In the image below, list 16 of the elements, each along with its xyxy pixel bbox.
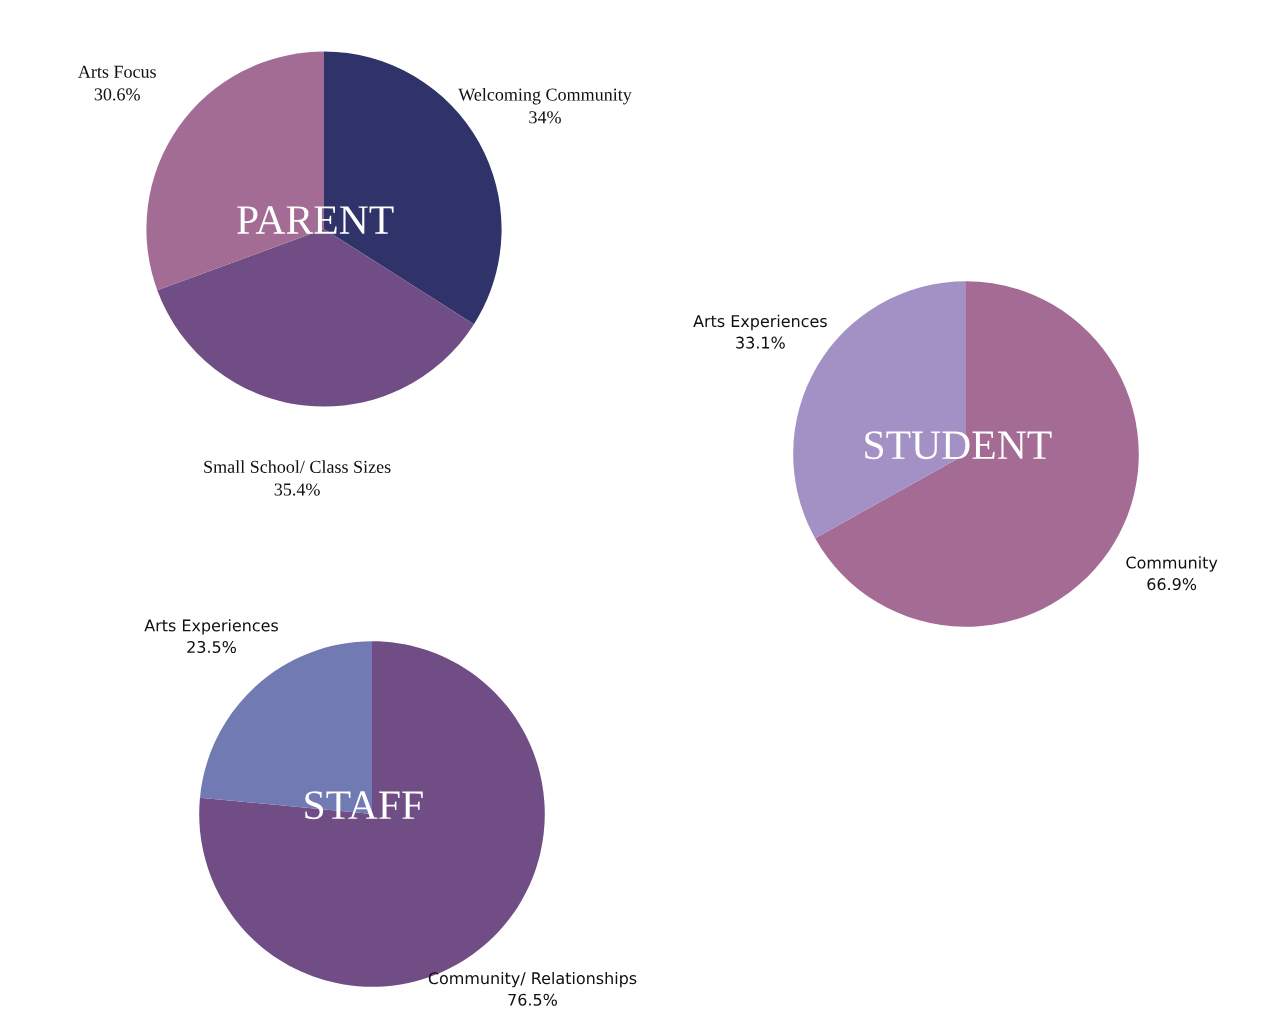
data-label: 23.5% — [187, 640, 236, 654]
data-label: 30.6% — [94, 88, 140, 101]
slice-label: Community — [1126, 556, 1218, 572]
data-label: 35.4% — [274, 483, 320, 496]
slice-label: Small School/ Class Sizes — [204, 460, 391, 473]
data-label: 66.9% — [1147, 578, 1197, 591]
data-label: 76.5% — [508, 993, 557, 1006]
text: STUDENT — [865, 431, 1052, 460]
data-label: 33.1% — [736, 336, 785, 349]
data-label: 34% — [529, 111, 561, 124]
slice-label: Arts Experiences — [693, 314, 827, 331]
slice-label: Arts Experiences — [144, 619, 278, 635]
slice-label: Welcoming Community — [458, 87, 632, 105]
text: STAFF — [305, 791, 423, 820]
slice-label: Community/ Relationships — [428, 971, 637, 988]
slice-label: Arts Focus — [78, 65, 156, 78]
